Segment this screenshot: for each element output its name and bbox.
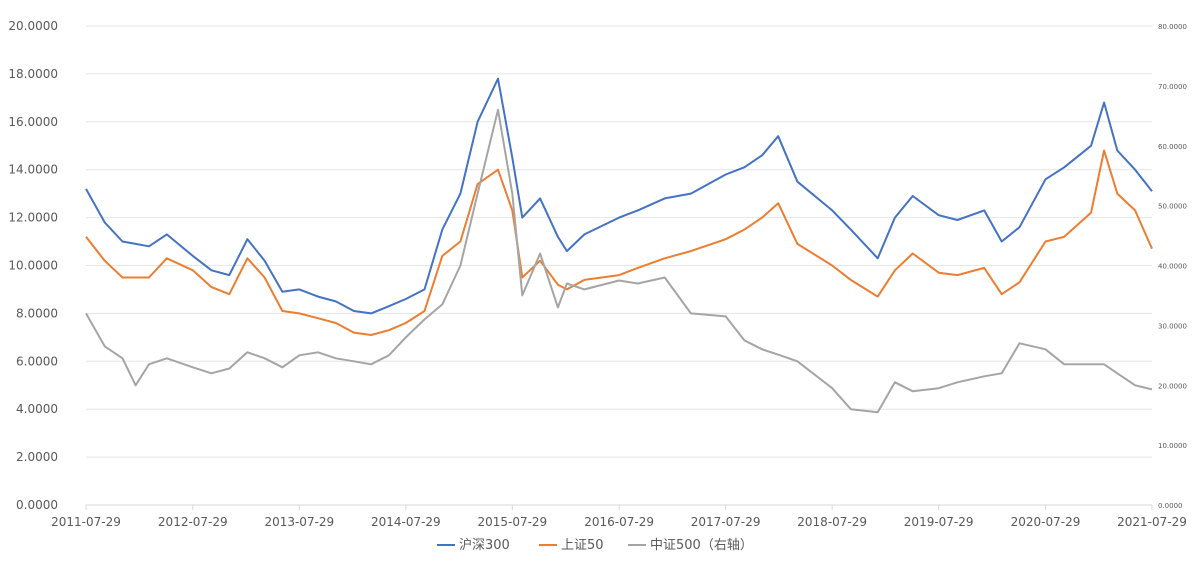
gridlines xyxy=(86,25,1152,506)
series-line-0 xyxy=(85,77,1153,315)
y-left-tick-label: 0.0000 xyxy=(16,498,58,512)
series-line-2 xyxy=(85,108,1153,414)
x-tick-label: 2015-07-29 xyxy=(477,515,547,529)
y-left-tick-label: 10.0000 xyxy=(8,259,58,273)
y-right-tick-label: 60.0000 xyxy=(1158,143,1187,151)
x-axis: 2011-07-29 2012-07-29 2013-07-29 2014-07-29… xyxy=(51,504,1187,529)
x-tick-label: 2018-07-29 xyxy=(797,515,867,529)
legend-label: 沪深300 xyxy=(459,537,510,553)
x-tick-label: 2012-07-29 xyxy=(158,515,228,529)
legend: 沪深300 上证50 中证500（右轴） xyxy=(437,537,753,553)
x-tick-label: 2013-07-29 xyxy=(264,515,334,529)
y-right-tick-label: 80.0000 xyxy=(1158,23,1187,31)
y-right-tick-label: 10.0000 xyxy=(1158,442,1187,450)
y-right-tick-label: 20.0000 xyxy=(1158,382,1187,390)
legend-label: 上证50 xyxy=(561,538,604,553)
x-tick-label: 2011-07-29 xyxy=(51,515,121,529)
y-left-tick-label: 6.0000 xyxy=(16,354,58,368)
y-left-tick-label: 20.0000 xyxy=(8,19,58,33)
series-lines xyxy=(85,77,1153,414)
x-tick-label: 2021-07-29 xyxy=(1117,515,1187,529)
x-tick-label: 2014-07-29 xyxy=(371,515,441,529)
x-tick-label: 2017-07-29 xyxy=(691,515,761,529)
legend-label: 中证500（右轴） xyxy=(650,538,753,553)
x-tick-label: 2019-07-29 xyxy=(904,515,974,529)
y-left-tick-label: 18.0000 xyxy=(8,67,58,81)
series-line-1 xyxy=(85,149,1153,336)
y-right-tick-label: 50.0000 xyxy=(1158,203,1187,211)
right-y-axis: 0.0000 10.0000 20.0000 30.0000 40.0000 50.000… xyxy=(1158,23,1187,510)
y-right-tick-label: 30.0000 xyxy=(1158,322,1187,330)
x-tick-label: 2020-07-29 xyxy=(1011,515,1081,529)
y-left-tick-label: 8.0000 xyxy=(16,306,58,320)
x-tick-label: 2016-07-29 xyxy=(584,515,654,529)
y-left-tick-label: 14.0000 xyxy=(8,163,58,177)
y-right-tick-label: 0.0000 xyxy=(1158,502,1183,510)
y-right-tick-label: 70.0000 xyxy=(1158,83,1187,91)
y-left-tick-label: 12.0000 xyxy=(8,211,58,225)
y-left-tick-label: 2.0000 xyxy=(16,450,58,464)
y-left-tick-label: 4.0000 xyxy=(16,402,58,416)
y-left-tick-label: 16.0000 xyxy=(8,115,58,129)
y-right-tick-label: 40.0000 xyxy=(1158,263,1187,271)
left-y-axis: 0.0000 2.0000 4.0000 6.0000 8.0000 10.0000 12.… xyxy=(8,19,58,512)
